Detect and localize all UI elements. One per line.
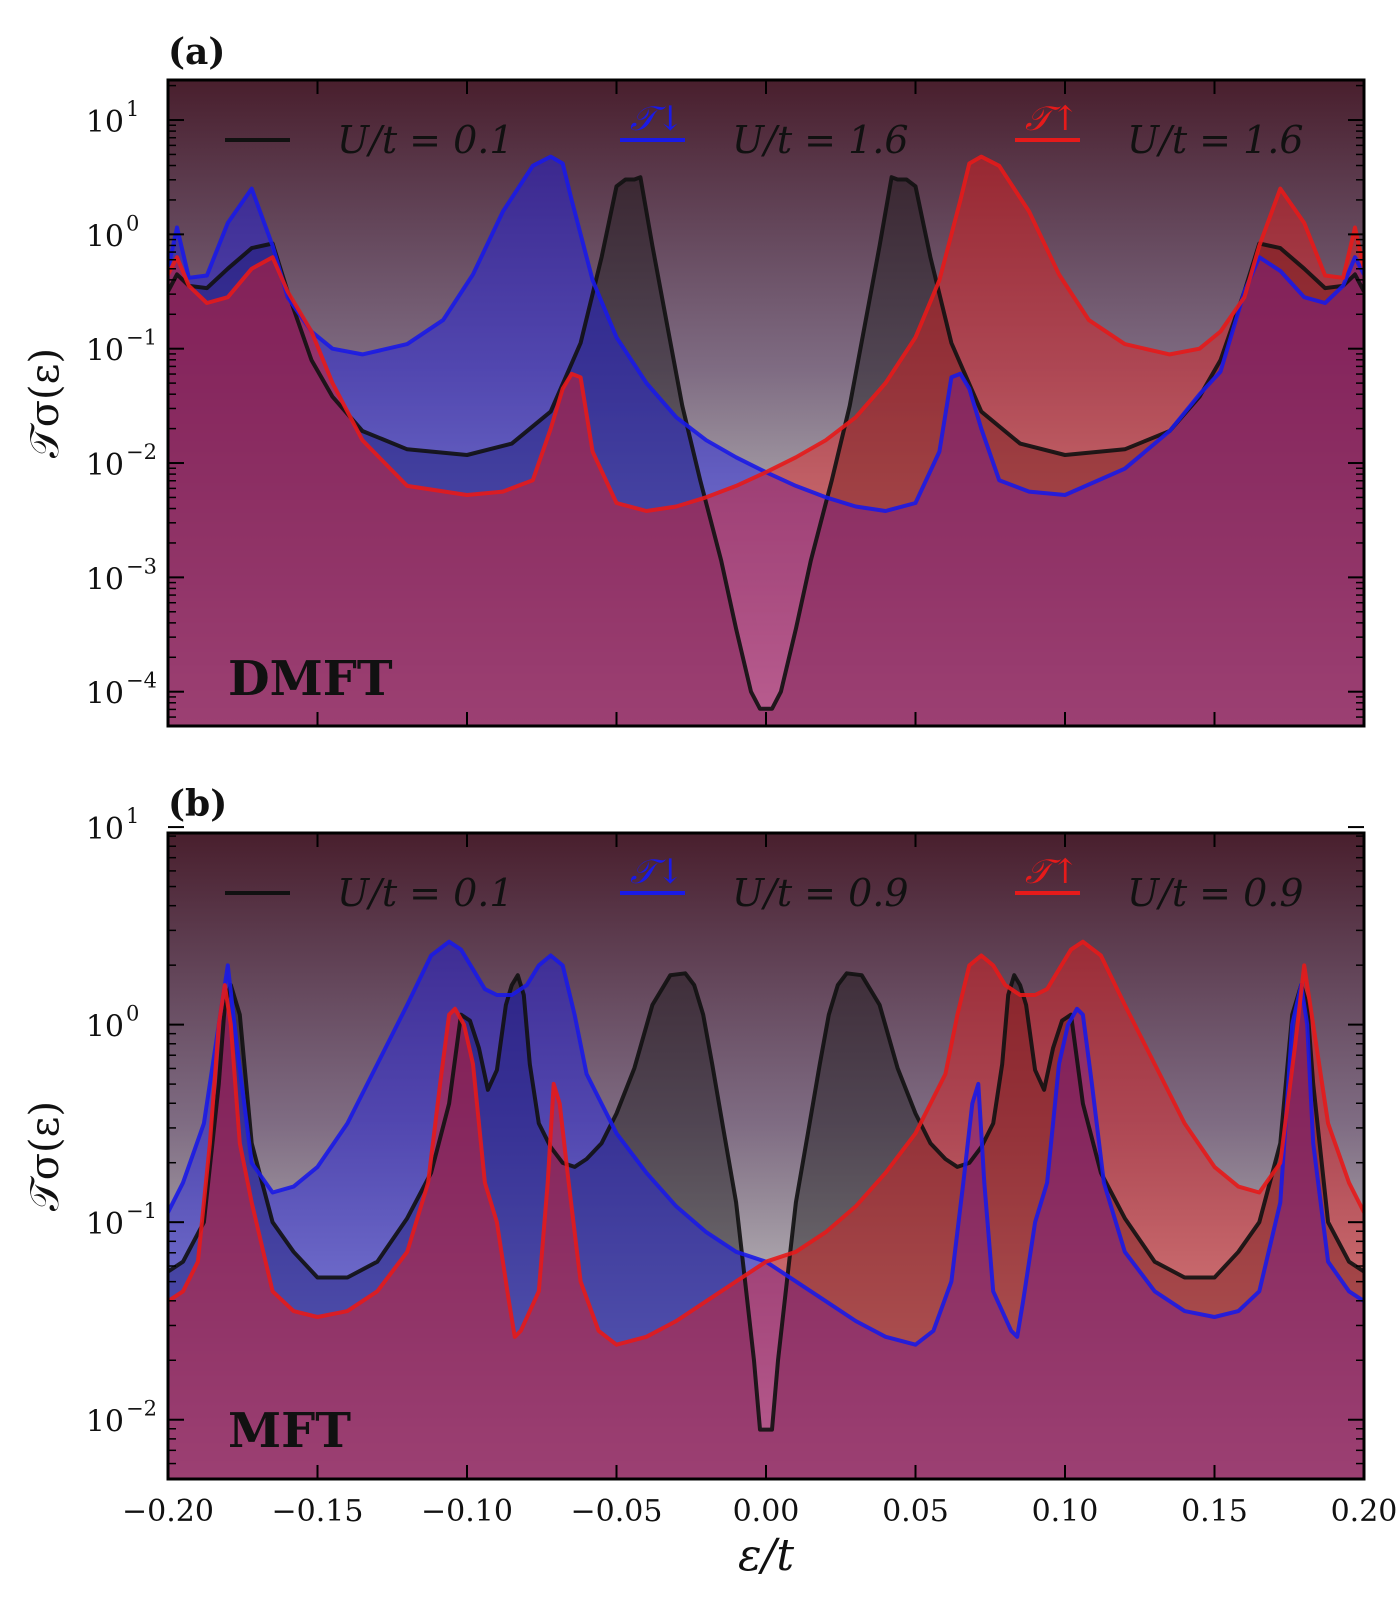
panel-b-series-layer: [168, 833, 1364, 1479]
panel-b-series-0-fill: [168, 973, 1364, 1479]
panel-a-y-tick-label: 10: [86, 105, 124, 140]
panel-b-method-label: MFT: [228, 1403, 351, 1459]
panel-b-series-2-line: [168, 939, 1364, 1347]
panel-a-y-tick-exponent: −1: [126, 326, 157, 350]
panel-a-series-2-line: [168, 154, 1364, 513]
panel-b-x-tick-label: 0.10: [1032, 1494, 1099, 1529]
panel-b-frame: [166, 831, 1366, 1481]
panel-b-y-tick-exponent: −1: [126, 1199, 157, 1223]
panel-a-letter: (a): [168, 31, 225, 73]
panel-a-y-tick-label: 10: [86, 448, 124, 483]
panel-a-series-2-fill: [168, 156, 1364, 726]
panel-b-legend-symbol-2: 𝒯↑: [1025, 852, 1080, 892]
panel-b-x-tick-label: −0.10: [421, 1494, 513, 1529]
panel-b-series-0-line: [168, 971, 1364, 1432]
panel-a-y-tick-label: 10: [86, 677, 124, 712]
panel-a-background-gradient: [168, 80, 1364, 726]
panel-b-y-tick-label: 10: [86, 1405, 124, 1440]
panel-a-y-tick-exponent: −2: [126, 440, 157, 464]
panel-b-x-tick-label: 0.20: [1331, 1494, 1398, 1529]
panel-b-x-tick-label: 0.05: [882, 1494, 949, 1529]
panel-b-y-tick-label: 10: [86, 1207, 124, 1242]
panel-b-x-tick-label: −0.15: [272, 1494, 364, 1529]
panel-b-legend-label-1: U/t = 0.9: [732, 871, 909, 915]
panel-b-series-2-fill: [168, 941, 1364, 1479]
panel-a-legend-symbol-2: 𝒯↑: [1025, 99, 1080, 139]
panel-a-method-label: DMFT: [228, 651, 393, 707]
panel-a-y-tick-exponent: 0: [126, 211, 139, 235]
panel-b-y-tick-exponent: 0: [126, 1002, 139, 1026]
panel-b-x-tick-label: 0.15: [1181, 1494, 1248, 1529]
panel-b-legend: U/t = 0.1 𝒯↓ U/t = 0.9 𝒯↑ U/t = 0.9: [225, 852, 1304, 915]
panel-b-x-tick-label: −0.20: [122, 1494, 214, 1529]
panel-b-legend-symbol-1: 𝒯↓: [630, 852, 685, 892]
panel-b-y-axis-label: 𝒯σ(ε): [22, 1101, 68, 1211]
panel-b: (b) −0.20 −0.15 −0.10 −0.05 0.00 0.05 0.10 0.15…: [22, 783, 1397, 1581]
panel-a-y-tick-exponent: −3: [126, 554, 157, 578]
panel-b-series-1-fill: [168, 941, 1364, 1479]
panel-a-series-1-fill: [168, 156, 1364, 726]
panel-a-legend-label-0: U/t = 0.1: [337, 118, 514, 162]
panel-a-series-0-fill: [168, 177, 1364, 726]
panel-b-legend-label-2: U/t = 0.9: [1127, 871, 1304, 915]
panel-a-y-axis-label: 𝒯σ(ε): [22, 348, 68, 458]
panel-b-x-tick-label: −0.05: [571, 1494, 663, 1529]
panel-a-frame: [166, 78, 1366, 728]
panel-a-legend-label-2: U/t = 1.6: [1127, 118, 1304, 162]
panel-b-y-tick-exponent: −2: [126, 1397, 157, 1421]
panel-b-axes: −0.20 −0.15 −0.10 −0.05 0.00 0.05 0.10 0.15 0.20…: [86, 804, 1398, 1529]
panel-b-legend-label-0: U/t = 0.1: [337, 871, 514, 915]
panel-b-letter: (b): [168, 783, 227, 825]
panel-b-x-tick-label: 0.00: [733, 1494, 800, 1529]
panel-b-series-1-line: [168, 939, 1364, 1347]
panel-a-y-tick-exponent: 1: [126, 97, 139, 121]
panel-a-series-layer: [168, 80, 1364, 726]
x-axis-label: ε/t: [738, 1530, 794, 1581]
panel-a-legend: U/t = 0.1 𝒯↓ U/t = 1.6 𝒯↑ U/t = 1.6: [225, 99, 1304, 162]
panel-a-y-tick-exponent: −4: [126, 669, 157, 693]
panel-b-y-tick-label: 10: [86, 1010, 124, 1045]
panel-b-background-gradient: [168, 833, 1364, 1479]
panel-a-y-tick-label: 10: [86, 334, 124, 369]
panel-a-legend-label-1: U/t = 1.6: [732, 118, 909, 162]
panel-b-y-tick-exponent: 1: [126, 804, 139, 828]
panel-a-y-tick-label: 10: [86, 562, 124, 597]
panel-b-y-tick-label: 10: [86, 812, 124, 847]
panel-a-legend-symbol-1: 𝒯↓: [630, 99, 685, 139]
panel-a-y-tick-label: 10: [86, 219, 124, 254]
